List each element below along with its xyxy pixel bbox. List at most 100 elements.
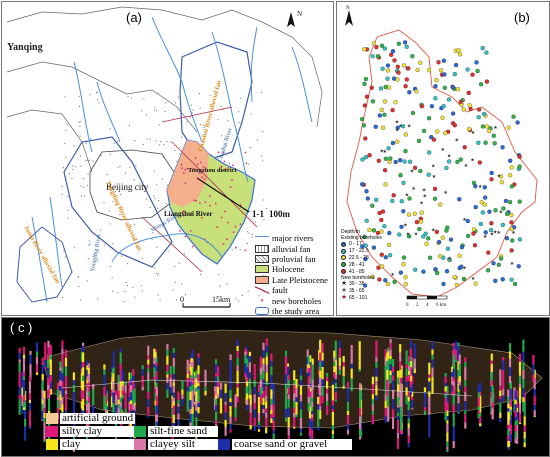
borehole-layer xyxy=(522,402,525,412)
borehole-dot xyxy=(509,165,514,170)
pattern-dot xyxy=(78,95,80,97)
borehole-layer xyxy=(43,412,46,419)
borehole-layer xyxy=(18,387,21,396)
borehole-layer xyxy=(154,349,157,353)
borehole-dot xyxy=(391,193,396,198)
borehole-layer xyxy=(248,362,251,370)
borehole-layer xyxy=(333,350,336,358)
section-depth: 100m xyxy=(269,209,291,219)
borehole-layer xyxy=(407,418,410,424)
legend-item: alluvial fan xyxy=(255,243,333,254)
borehole-layer xyxy=(229,354,232,361)
borehole-layer xyxy=(514,390,517,400)
borehole-layer xyxy=(22,362,26,372)
borehole-layer xyxy=(154,393,157,401)
borehole-layer xyxy=(41,390,44,400)
borehole-layer xyxy=(80,401,83,409)
borehole-dot xyxy=(507,199,513,205)
borehole-layer xyxy=(334,375,337,380)
borehole-layer xyxy=(319,406,322,411)
borehole-layer xyxy=(59,408,62,410)
borehole-layer xyxy=(64,401,68,411)
borehole-layer xyxy=(248,372,251,379)
borehole-layer xyxy=(248,395,251,399)
borehole-layer xyxy=(112,396,115,404)
new-borehole-dot xyxy=(208,195,211,198)
new-borehole-dot xyxy=(224,210,227,213)
borehole-layer xyxy=(111,389,114,397)
borehole-layer xyxy=(18,395,21,399)
borehole-layer xyxy=(147,407,150,416)
borehole-layer xyxy=(311,388,314,399)
borehole-dot xyxy=(403,148,408,154)
new-borehole-dot xyxy=(234,225,237,228)
borehole-layer xyxy=(299,422,303,429)
borehole-layer xyxy=(287,417,290,427)
borehole-layer xyxy=(18,353,21,360)
borehole-layer xyxy=(392,380,395,390)
borehole-layer xyxy=(407,401,410,411)
pattern-dot xyxy=(217,119,219,121)
borehole-layer xyxy=(507,415,510,425)
borehole-layer xyxy=(309,355,312,362)
borehole-layer xyxy=(359,436,362,440)
borehole-layer xyxy=(117,404,120,408)
new-borehole-dot xyxy=(180,163,183,166)
borehole-layer xyxy=(452,404,455,413)
borehole-layer xyxy=(257,429,261,432)
pattern-dot xyxy=(157,92,159,94)
borehole-dot xyxy=(371,245,377,250)
borehole-dot xyxy=(476,115,481,120)
borehole-layer xyxy=(64,376,68,386)
borehole-layer xyxy=(411,400,414,409)
borehole-layer xyxy=(428,396,431,406)
borehole-layer xyxy=(516,439,519,444)
borehole-dot xyxy=(404,44,409,49)
borehole-layer xyxy=(249,404,252,413)
borehole-layer xyxy=(457,345,460,355)
panel-b-label: (b) xyxy=(514,10,530,25)
borehole-layer xyxy=(155,365,158,372)
borehole-layer xyxy=(56,396,59,401)
borehole-dot xyxy=(457,197,462,202)
borehole-dot xyxy=(468,106,473,112)
borehole-layer xyxy=(257,404,261,413)
borehole-layer xyxy=(257,392,261,397)
borehole-layer xyxy=(309,406,312,412)
borehole-layer xyxy=(262,391,265,398)
borehole-layer xyxy=(431,389,434,394)
borehole-layer xyxy=(22,376,26,381)
borehole-layer xyxy=(22,395,26,403)
borehole-layer xyxy=(86,383,89,387)
borehole-dot xyxy=(393,159,398,165)
borehole-layer xyxy=(499,399,502,403)
borehole-dot xyxy=(402,159,407,164)
new-borehole-dot xyxy=(192,245,194,248)
borehole-layer xyxy=(319,401,322,407)
borehole-dot xyxy=(390,198,395,204)
borehole-layer xyxy=(307,408,310,412)
borehole-layer xyxy=(47,347,50,356)
borehole-layer xyxy=(490,385,493,387)
new-borehole-dot xyxy=(224,168,227,171)
borehole-layer xyxy=(217,386,220,395)
legend-label: 41 - 85 xyxy=(349,268,365,275)
pattern-dot xyxy=(62,167,65,169)
borehole-layer xyxy=(334,365,337,369)
pattern-dot xyxy=(240,97,242,99)
river-path xyxy=(211,31,249,183)
borehole-layer xyxy=(128,372,131,381)
borehole-layer xyxy=(428,369,431,375)
new-borehole-dot xyxy=(245,162,248,165)
borehole-layer xyxy=(499,369,502,378)
borehole-layer xyxy=(112,351,115,361)
borehole-layer xyxy=(246,393,249,400)
borehole-layer xyxy=(80,377,83,385)
section-line xyxy=(196,177,250,213)
borehole-layer xyxy=(219,383,223,387)
borehole-layer xyxy=(248,378,251,386)
borehole-layer xyxy=(399,398,402,407)
borehole-layer xyxy=(389,375,392,384)
borehole-layer xyxy=(41,399,44,404)
borehole-layer xyxy=(342,386,345,389)
